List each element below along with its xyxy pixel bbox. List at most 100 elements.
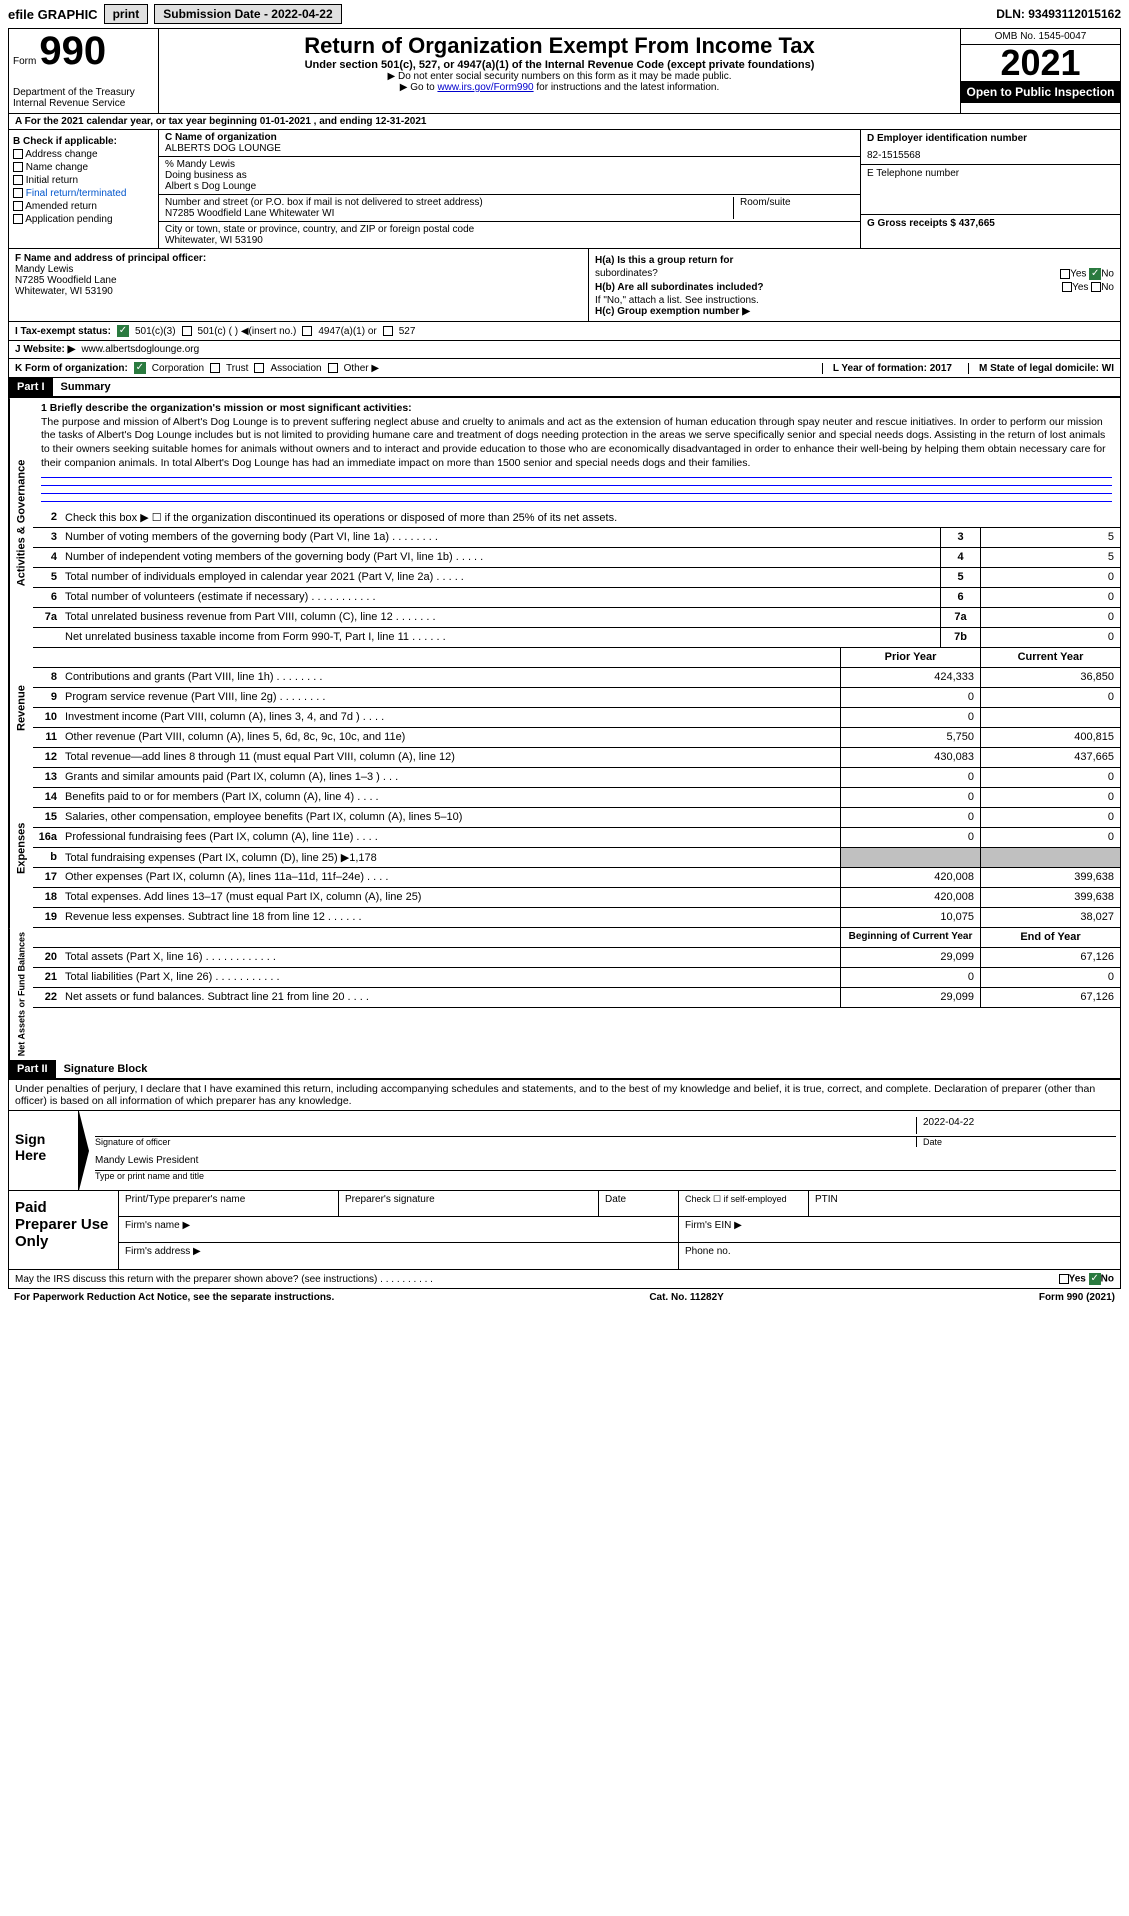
chk-hb-yes[interactable] xyxy=(1062,282,1072,292)
row-a-tax-year: A For the 2021 calendar year, or tax yea… xyxy=(9,114,1120,130)
form-subtitle: Under section 501(c), 527, or 4947(a)(1)… xyxy=(163,59,956,71)
table-row: 21Total liabilities (Part X, line 26) . … xyxy=(33,968,1120,988)
website-value: www.albertsdoglounge.org xyxy=(81,344,199,355)
efile-label: efile GRAPHIC xyxy=(8,7,98,22)
topbar: efile GRAPHIC print Submission Date - 20… xyxy=(8,4,1121,24)
chk-discuss-yes[interactable] xyxy=(1059,1274,1069,1284)
irs-link[interactable]: www.irs.gov/Form990 xyxy=(437,82,533,93)
part2-header: Part II xyxy=(9,1060,56,1078)
ssn-note: ▶ Do not enter social security numbers o… xyxy=(163,71,956,82)
chk-amended[interactable] xyxy=(13,201,23,211)
table-row: 13Grants and similar amounts paid (Part … xyxy=(33,768,1120,788)
ein-label: D Employer identification number xyxy=(867,133,1114,144)
table-row: 19Revenue less expenses. Subtract line 1… xyxy=(33,908,1120,928)
table-row: 10Investment income (Part VIII, column (… xyxy=(33,708,1120,728)
row-j-website: J Website: ▶ www.albertsdoglounge.org xyxy=(9,341,1120,359)
prep-name-label: Print/Type preparer's name xyxy=(119,1191,339,1216)
chk-501c[interactable] xyxy=(182,326,192,336)
table-row: 17Other expenses (Part IX, column (A), l… xyxy=(33,868,1120,888)
chk-discuss-no[interactable]: ✓ xyxy=(1089,1273,1101,1285)
irs-discuss-row: May the IRS discuss this return with the… xyxy=(8,1270,1121,1289)
submission-date-button[interactable]: Submission Date - 2022-04-22 xyxy=(154,4,341,24)
declaration-text: Under penalties of perjury, I declare th… xyxy=(9,1079,1120,1110)
table-row: 16aProfessional fundraising fees (Part I… xyxy=(33,828,1120,848)
vert-governance: Activities & Governance xyxy=(9,398,33,648)
col-b-header: B Check if applicable: xyxy=(13,136,154,147)
form-number-cell: Form 990 Department of the Treasury Inte… xyxy=(9,29,159,113)
chk-hb-no[interactable] xyxy=(1091,282,1101,292)
table-row: 14Benefits paid to or for members (Part … xyxy=(33,788,1120,808)
current-year-header: Current Year xyxy=(980,648,1120,667)
table-row: 11Other revenue (Part VIII, column (A), … xyxy=(33,728,1120,748)
sig-date-label: Date xyxy=(916,1137,1116,1147)
row-i-tax-status: I Tax-exempt status: ✓ 501(c)(3) 501(c) … xyxy=(9,322,1120,341)
prep-date-label: Date xyxy=(599,1191,679,1216)
sign-date: 2022-04-22 xyxy=(916,1117,1116,1134)
form-container: Form 990 Department of the Treasury Inte… xyxy=(8,28,1121,1111)
prep-ptin-label: PTIN xyxy=(809,1191,1120,1216)
dept-irs: Internal Revenue Service xyxy=(13,98,154,109)
prep-sig-label: Preparer's signature xyxy=(339,1191,599,1216)
chk-4947[interactable] xyxy=(302,326,312,336)
chk-initial-return[interactable] xyxy=(13,175,23,185)
chk-assoc[interactable] xyxy=(254,363,264,373)
print-button[interactable]: print xyxy=(104,4,149,24)
officer-city: Whitewater, WI 53190 xyxy=(15,286,582,297)
footer-right: Form 990 (2021) xyxy=(1039,1292,1115,1303)
begin-year-header: Beginning of Current Year xyxy=(840,928,980,947)
form-number: 990 xyxy=(39,29,106,73)
chk-corp[interactable]: ✓ xyxy=(134,362,146,374)
footer: For Paperwork Reduction Act Notice, see … xyxy=(8,1289,1121,1306)
chk-501c3[interactable]: ✓ xyxy=(117,325,129,337)
mission-label: 1 Briefly describe the organization's mi… xyxy=(41,402,1112,416)
table-row: 4Number of independent voting members of… xyxy=(33,548,1120,568)
firm-phone-label: Phone no. xyxy=(679,1243,1120,1269)
prep-check-label: Check ☐ if self-employed xyxy=(679,1191,809,1216)
inspection-label: Open to Public Inspection xyxy=(961,81,1120,103)
part2-title: Signature Block xyxy=(64,1063,148,1075)
vert-balances: Net Assets or Fund Balances xyxy=(9,928,33,1060)
col-h-group: H(a) Is this a group return for subordin… xyxy=(589,249,1120,321)
header-center: Return of Organization Exempt From Incom… xyxy=(159,29,960,113)
city-value: Whitewater, WI 53190 xyxy=(165,235,854,246)
dba-label: Doing business as xyxy=(165,170,854,181)
sig-name: Mandy Lewis President xyxy=(95,1155,198,1168)
chk-final-return[interactable] xyxy=(13,188,23,198)
chk-name-change[interactable] xyxy=(13,162,23,172)
hc-label: H(c) Group exemption number ▶ xyxy=(595,306,1114,317)
end-year-header: End of Year xyxy=(980,928,1120,947)
phone-label: E Telephone number xyxy=(867,168,1114,179)
preparer-label: Paid Preparer Use Only xyxy=(9,1191,119,1269)
table-row: 5Total number of individuals employed in… xyxy=(33,568,1120,588)
sig-officer-label: Signature of officer xyxy=(95,1137,916,1147)
table-row: 15Salaries, other compensation, employee… xyxy=(33,808,1120,828)
chk-address-change[interactable] xyxy=(13,149,23,159)
chk-527[interactable] xyxy=(383,326,393,336)
table-row: 8Contributions and grants (Part VIII, li… xyxy=(33,668,1120,688)
vert-expenses: Expenses xyxy=(9,768,33,928)
table-row: 6Total number of volunteers (estimate if… xyxy=(33,588,1120,608)
col-b-checkboxes: B Check if applicable: Address change Na… xyxy=(9,130,159,248)
dln-label: DLN: 93493112015162 xyxy=(996,7,1121,21)
firm-ein-label: Firm's EIN ▶ xyxy=(679,1217,1120,1242)
part1-title: Summary xyxy=(61,381,111,393)
col-d-ein: D Employer identification number 82-1515… xyxy=(860,130,1120,248)
tax-year: 2021 xyxy=(961,45,1120,81)
care-of: % Mandy Lewis xyxy=(165,159,854,170)
chk-other[interactable] xyxy=(328,363,338,373)
table-row: 18Total expenses. Add lines 13–17 (must … xyxy=(33,888,1120,908)
footer-left: For Paperwork Reduction Act Notice, see … xyxy=(14,1292,334,1303)
street-label: Number and street (or P.O. box if mail i… xyxy=(165,197,727,208)
chk-ha-no[interactable]: ✓ xyxy=(1089,268,1101,280)
part2-header-row: Part II Signature Block xyxy=(9,1060,1120,1079)
firm-name-label: Firm's name ▶ xyxy=(119,1217,679,1242)
city-label: City or town, state or province, country… xyxy=(165,224,854,235)
sign-here-section: Sign Here 2022-04-22 Signature of office… xyxy=(8,1111,1121,1191)
row-k-l: K Form of organization: ✓ Corporation Tr… xyxy=(9,359,1120,378)
chk-ha-yes[interactable] xyxy=(1060,269,1070,279)
chk-app-pending[interactable] xyxy=(13,214,23,224)
form-title: Return of Organization Exempt From Incom… xyxy=(163,33,956,59)
officer-label: F Name and address of principal officer: xyxy=(15,253,582,264)
year-formation: L Year of formation: 2017 xyxy=(822,363,962,374)
chk-trust[interactable] xyxy=(210,363,220,373)
